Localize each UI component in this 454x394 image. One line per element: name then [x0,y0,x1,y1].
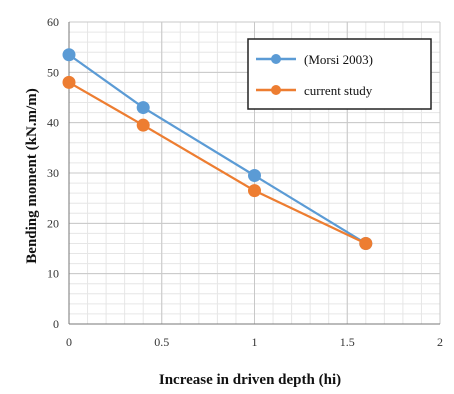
y-tick-label: 0 [53,317,59,331]
y-tick-label: 10 [47,267,59,281]
y-tick-label: 50 [47,65,59,79]
data-point-series-2 [359,236,373,250]
x-tick-label: 2 [437,335,443,349]
legend: (Morsi 2003) current study [247,38,432,110]
x-tick-label: 1.5 [340,335,355,349]
y-tick-labels: 0 10 20 30 40 50 60 [47,15,59,331]
data-point-series-1 [248,169,261,183]
legend-swatch-marker [271,85,281,95]
series-line-2 [68,81,367,245]
series-line-1 [68,53,367,245]
data-point-series-1 [62,48,76,62]
y-tick-label: 40 [47,116,59,130]
x-tick-label: 0.5 [154,335,169,349]
legend-swatch-marker [271,54,281,64]
y-tick-label: 60 [47,15,59,29]
legend-box [247,38,432,110]
series-group [62,48,373,250]
legend-label: (Morsi 2003) [304,52,373,67]
y-axis-title: Bending moment (kN.m/m) [24,88,40,263]
legend-label: current study [304,83,373,98]
x-tick-labels: 0 0.5 1 1.5 2 [66,335,443,349]
data-point-series-2 [136,118,150,132]
y-tick-label: 30 [47,166,59,180]
data-point-series-2 [248,184,261,198]
data-point-series-2 [62,75,76,89]
axes [68,22,440,325]
x-tick-label: 0 [66,335,72,349]
x-axis-title: Increase in driven depth (hi) [159,372,341,388]
y-tick-label: 20 [47,216,59,230]
x-tick-label: 1 [252,335,258,349]
data-point-series-1 [136,101,150,115]
